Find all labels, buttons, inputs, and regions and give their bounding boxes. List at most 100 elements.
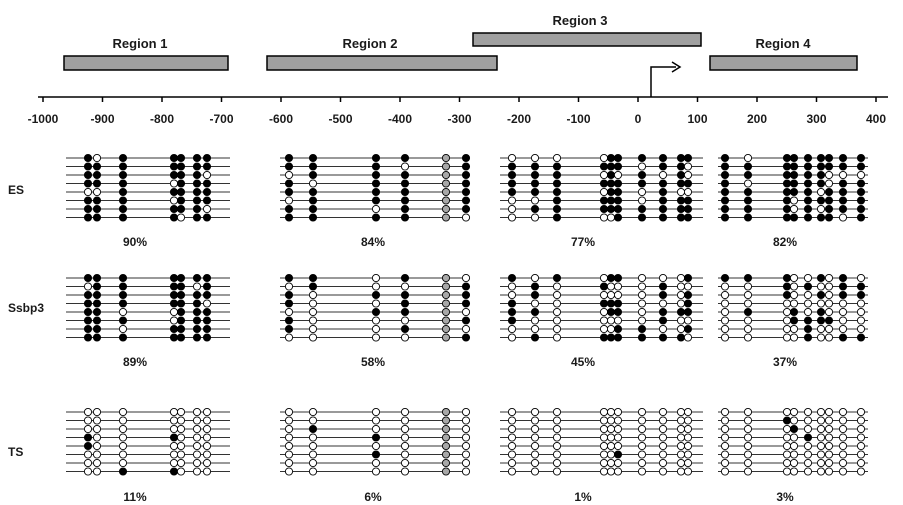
lane-ssbp3-region-3 [500,273,703,342]
cpg-site [613,316,623,325]
cpg-site [284,467,294,476]
cpg-site [606,153,616,163]
cpg-site [838,450,848,459]
cpg-site [308,179,318,188]
cpg-site [92,416,102,425]
cpg-site [789,196,799,205]
cpg-site [816,307,826,317]
cpg-site [606,282,616,291]
cpg-site [613,196,623,205]
cpg-site [308,324,318,334]
cpg-site [637,170,647,180]
cpg-site [371,282,381,291]
cpg-site [676,204,686,214]
cpg-site [720,170,730,180]
cpg-site [552,299,562,308]
cpg-site [838,273,848,283]
cpg-site [92,407,102,417]
cpg-site [202,441,212,451]
cpg-site [637,324,647,334]
cpg-site [284,187,294,197]
cpg-site [202,213,212,222]
cpg-site [676,407,686,417]
cpg-site [83,307,93,317]
axis-tick-label: -100 [566,112,590,126]
pct-es-region-1: 90% [123,235,147,249]
cpg-site [507,458,517,468]
axis-tick-label: 100 [687,112,707,126]
cpg-site [507,170,517,180]
cpg-site [400,153,410,163]
cpg-site [816,153,826,163]
cpg-site [599,290,609,300]
cpg-site [118,467,128,476]
cpg-site [824,282,834,291]
cpg-site [192,299,202,308]
cpg-site [658,458,668,468]
region-4-bar [709,55,858,71]
cpg-site [530,213,540,222]
lane-ts-region-3 [500,407,703,476]
cpg-site [599,299,609,308]
cpg-site [202,407,212,417]
cpg-site [507,467,517,476]
cpg-site [782,307,792,317]
cpg-site [676,282,686,291]
cpg-site [552,153,562,163]
cpg-site [176,433,186,442]
axis-tick-label: -400 [388,112,412,126]
cpg-site [676,153,686,163]
cpg-site [400,407,410,417]
cpg-site [637,467,647,476]
cpg-site [169,179,179,188]
cpg-site [606,333,616,342]
cpg-site [683,441,693,451]
cpg-site [530,179,540,188]
cpg-site [599,450,609,459]
cpg-site [308,196,318,205]
cpg-site [169,416,179,425]
cpg-site [838,153,848,163]
cpg-site [838,179,848,188]
cpg-site [461,433,471,442]
cpg-site [441,204,451,214]
cpg-site [176,324,186,334]
region-1-label: Region 1 [113,36,168,51]
cpg-site [176,170,186,180]
cpg-site [658,290,668,300]
cpg-site [838,213,848,222]
cpg-site [720,196,730,205]
cpg-site [284,324,294,334]
cpg-site [720,316,730,325]
cpg-site [599,333,609,342]
pct-es-region-3: 77% [571,235,595,249]
cpg-site [816,450,826,459]
cpg-site [192,162,202,171]
cpg-site [676,416,686,425]
cpg-site [637,407,647,417]
cpg-site [176,196,186,205]
cpg-site [308,290,318,300]
cpg-site [461,324,471,334]
cpg-site [782,213,792,222]
cpg-site [856,179,866,188]
cpg-site [169,433,179,442]
cpg-site [803,307,813,317]
cpg-site [118,450,128,459]
cpg-site [803,458,813,468]
cpg-site [118,273,128,283]
cpg-site [606,441,616,451]
cpg-site [371,187,381,197]
cpg-site [441,179,451,188]
cpg-site [658,170,668,180]
cpg-site [441,282,451,291]
cpg-site [92,450,102,459]
cpg-site [176,162,186,171]
cpg-site [92,316,102,325]
cpg-site [400,307,410,317]
cpg-site [92,273,102,283]
cpg-site [192,290,202,300]
lane-es-region-1 [66,153,230,222]
cpg-site [606,290,616,300]
cpg-site [441,458,451,468]
